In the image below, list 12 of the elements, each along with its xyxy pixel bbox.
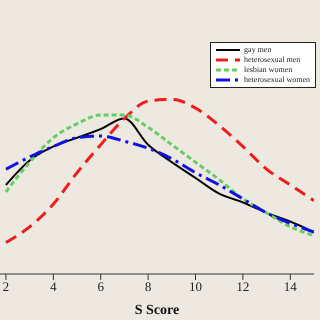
legend-label: heterosexual women bbox=[244, 75, 310, 85]
x-axis-title: S Score bbox=[134, 303, 180, 318]
legend-label: lesbian women bbox=[244, 65, 292, 75]
legend-label: gay men bbox=[244, 45, 272, 55]
x-tick-label: 6 bbox=[97, 279, 104, 294]
x-tick-label: 12 bbox=[236, 279, 250, 294]
x-tick-label: 4 bbox=[50, 279, 58, 294]
x-tick-label: 2 bbox=[2, 279, 10, 294]
x-tick-label: 10 bbox=[189, 279, 202, 294]
x-tick-label: 8 bbox=[144, 279, 152, 294]
legend-label: heterosexual men bbox=[244, 55, 300, 65]
x-tick-label: 14 bbox=[284, 279, 298, 294]
